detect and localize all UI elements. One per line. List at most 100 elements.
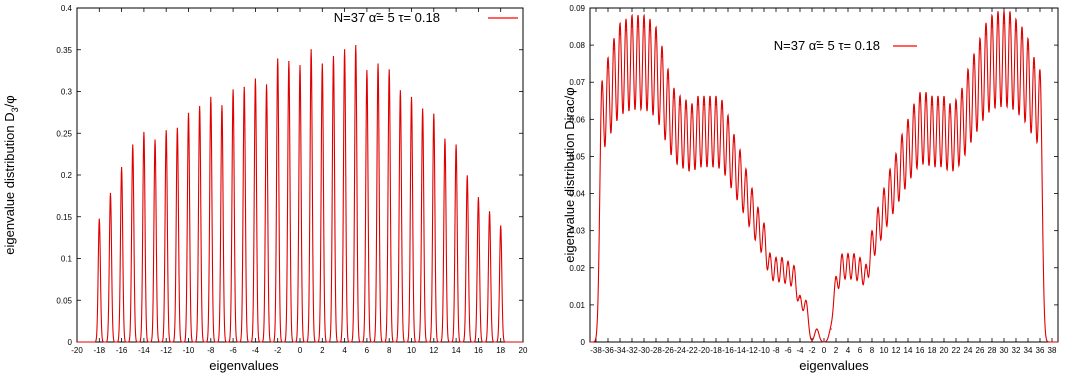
x-tick-label: -18	[94, 346, 106, 355]
x-tick-label: 20	[519, 346, 528, 355]
chart-1: -20 -18 -16 -14 -12 -10 -8 -6 -4 -2 0 2 4 6 8 10 12 14 16 1…	[2, 4, 528, 373]
x-tick-label: -4	[252, 346, 260, 355]
x-tick-label: -22	[686, 346, 698, 355]
data-point	[187, 112, 190, 114]
data-point	[637, 25, 639, 28]
data-point	[500, 225, 502, 227]
x-tick-label: -26	[662, 346, 674, 355]
data-point	[388, 69, 390, 71]
x-tick-label: 0	[822, 346, 827, 355]
data-point	[355, 44, 357, 47]
data-point	[973, 63, 975, 65]
x-tick-label: -18	[710, 346, 722, 355]
data-point	[466, 175, 468, 177]
data-point	[643, 25, 645, 28]
data-point	[254, 78, 256, 80]
data-point	[847, 256, 849, 258]
x-axis-label: eigenvalues	[799, 358, 869, 373]
x-tick-label: -32	[626, 346, 638, 355]
data-point	[601, 85, 603, 87]
data-point	[321, 63, 323, 65]
data-point	[721, 107, 723, 109]
data-point	[1015, 29, 1017, 31]
x-tick-label: -30	[638, 346, 650, 355]
data-point	[121, 166, 123, 169]
data-point	[907, 126, 909, 128]
x-tick-label: -16	[722, 346, 734, 355]
y-tick-label: 0.35	[56, 46, 72, 55]
data-point	[889, 174, 891, 176]
data-point	[1003, 22, 1005, 24]
data-point	[210, 96, 212, 98]
data-point	[132, 144, 134, 146]
series-line	[590, 9, 1058, 343]
data-point	[841, 256, 843, 258]
data-point	[793, 267, 795, 269]
series-line	[77, 45, 523, 343]
data-point	[985, 33, 987, 35]
x-tick-label: -6	[230, 346, 238, 355]
x-tick-label: 28	[988, 346, 997, 355]
x-tick-label: -28	[650, 346, 662, 355]
data-point	[619, 33, 621, 35]
data-point	[835, 278, 837, 280]
data-point	[673, 96, 675, 98]
data-point	[997, 22, 999, 24]
data-point	[955, 107, 957, 109]
y-tick-label: 0.4	[61, 4, 73, 13]
x-tick-label: -14	[138, 346, 150, 355]
data-point	[221, 105, 223, 107]
data-point	[895, 159, 897, 161]
x-tick-label: 22	[952, 346, 961, 355]
x-tick-label: -34	[614, 346, 626, 355]
y-tick-label: 0	[581, 338, 586, 347]
x-tick-label: 34	[1024, 346, 1033, 355]
x-tick-label: 16	[474, 346, 483, 355]
data-point	[199, 105, 201, 108]
data-point	[299, 65, 301, 67]
x-tick-label: -10	[183, 346, 195, 355]
x-tick-label: 4	[846, 346, 851, 355]
data-point	[98, 218, 100, 220]
data-point	[410, 96, 413, 98]
x-tick-label: 26	[976, 346, 985, 355]
data-point	[613, 48, 615, 50]
data-point	[877, 211, 879, 213]
data-point	[344, 49, 346, 51]
data-point	[865, 267, 867, 269]
data-point	[422, 108, 424, 110]
data-point	[991, 25, 993, 28]
x-tick-label: -12	[746, 346, 758, 355]
data-point	[799, 296, 801, 299]
y-tick-label: 0.07	[569, 78, 585, 87]
x-tick-label: 38	[1048, 346, 1057, 355]
y-axis-label: eigenvalue distribution Dirac/φ	[562, 87, 577, 262]
data-point	[913, 111, 915, 113]
data-point	[871, 233, 873, 235]
data-point	[243, 86, 245, 88]
y-tick-label: 0.03	[569, 227, 585, 236]
data-point	[310, 49, 312, 51]
data-point	[751, 192, 753, 195]
data-point	[853, 256, 855, 258]
x-tick-label: 8	[387, 346, 392, 355]
data-point	[366, 70, 368, 72]
data-point	[649, 29, 651, 31]
x-tick-label: -36	[602, 346, 614, 355]
data-point	[816, 328, 818, 330]
data-point	[943, 103, 945, 106]
data-point	[109, 192, 112, 194]
data-point	[1021, 37, 1023, 39]
x-tick-label: 0	[298, 346, 303, 355]
data-point	[625, 29, 627, 31]
data-point	[830, 328, 832, 330]
y-tick-label: 0.08	[569, 41, 585, 50]
data-point	[919, 100, 921, 102]
y-tick-label: 0.05	[569, 152, 585, 161]
data-point	[691, 111, 693, 113]
y-tick-label: 0.02	[569, 264, 585, 273]
data-point	[949, 111, 951, 113]
data-point	[703, 103, 705, 106]
y-tick-label: 0.1	[61, 255, 73, 264]
